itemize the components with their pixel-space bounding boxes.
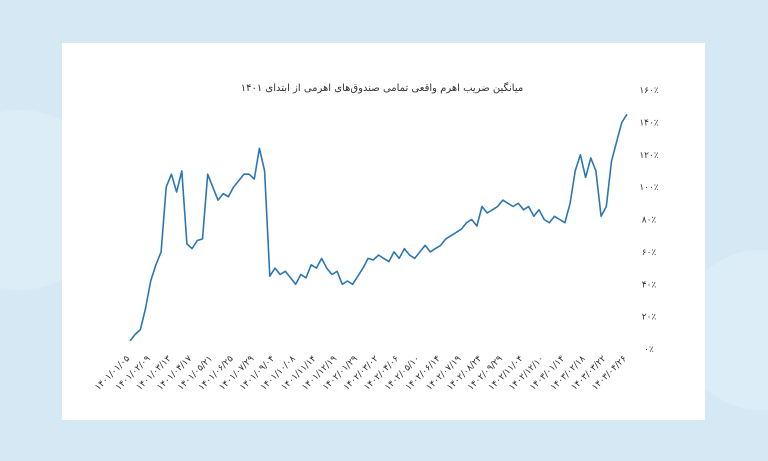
y-tick-label: ۸۰٪ <box>642 216 657 226</box>
line-series <box>129 113 628 342</box>
y-tick-label: ۲۰٪ <box>642 313 657 323</box>
card <box>62 43 705 420</box>
y-tick-label: ۱۴۰٪ <box>639 118 659 128</box>
y-tick-label: ۱۶۰٪ <box>639 86 659 96</box>
y-tick-label: ۱۲۰٪ <box>639 151 659 161</box>
y-tick-label: ۱۰۰٪ <box>639 183 659 193</box>
chart-title: میانگین ضریب اهرم واقعی تمامی صندوق‌های … <box>241 82 523 94</box>
y-tick-label: ۰٪ <box>644 345 654 355</box>
y-tick-label: ۶۰٪ <box>642 248 657 258</box>
y-tick-label: ۴۰٪ <box>642 280 657 290</box>
